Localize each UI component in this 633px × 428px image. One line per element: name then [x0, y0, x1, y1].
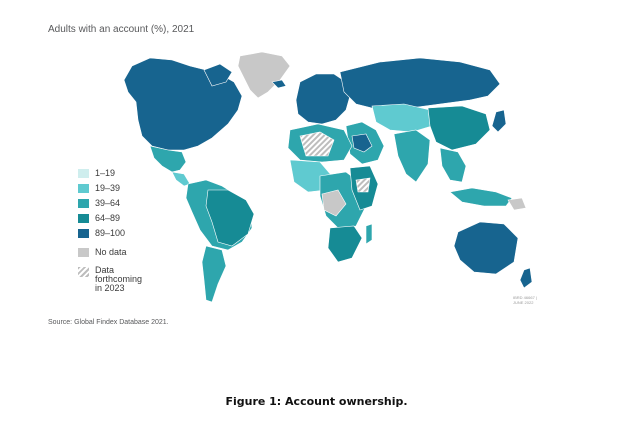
legend-swatch — [78, 267, 89, 277]
arabian-region — [351, 133, 373, 153]
source-note: Source: Global Findex Database 2021. — [48, 319, 169, 326]
legend: 1–19 19–39 39–64 64–89 89–100 No data Data for… — [78, 168, 155, 293]
map-title: Adults with an account (%), 2021 — [48, 24, 195, 35]
canada-detail-region — [203, 63, 233, 87]
russia-region — [339, 57, 501, 111]
figure-caption: Figure 1: Account ownership. — [225, 395, 408, 408]
south-asia-region — [393, 129, 431, 183]
madagascar-region — [365, 223, 373, 245]
east-asia-region — [427, 105, 491, 151]
legend-label: 19–39 — [95, 183, 121, 193]
legend-swatch — [78, 169, 89, 178]
legend-label: 89–100 — [95, 228, 126, 238]
legend-label: No data — [95, 247, 127, 257]
mexico-region — [149, 145, 187, 173]
central-africa-nodata-region — [321, 189, 347, 217]
png-region — [507, 197, 527, 211]
legend-label: Data forthcoming in 2023 — [95, 265, 143, 293]
legend-item: 64–89 — [78, 213, 155, 226]
legend-label: 39–64 — [95, 198, 121, 208]
southern-africa-region — [327, 225, 363, 263]
map-credit: IBRD 46667 | JUNE 2022 — [513, 295, 537, 305]
legend-swatch — [78, 248, 89, 257]
legend-label: 1–19 — [95, 168, 116, 178]
legend-item: 39–64 — [78, 198, 155, 211]
southeast-asia-region — [439, 147, 467, 183]
legend-swatch — [78, 229, 89, 238]
greenland-region — [237, 51, 291, 99]
legend-item: 1–19 — [78, 168, 155, 181]
central-asia-region — [371, 103, 433, 133]
japan-region — [491, 109, 507, 133]
legend-swatch — [78, 184, 89, 193]
indonesia-region — [449, 187, 513, 207]
central-america-region — [171, 171, 191, 187]
north-africa-hatched-region — [299, 131, 335, 157]
iceland-region — [271, 79, 287, 89]
south-america-south-region — [201, 245, 227, 303]
brazil-region — [205, 189, 255, 247]
horn-hatched-region — [355, 177, 371, 193]
legend-label: 64–89 — [95, 213, 121, 223]
legend-item: 89–100 — [78, 228, 155, 241]
australia-region — [453, 221, 519, 275]
legend-item: 19–39 — [78, 183, 155, 196]
legend-swatch — [78, 199, 89, 208]
legend-swatch — [78, 214, 89, 223]
legend-item: No data — [78, 247, 155, 260]
legend-item: Data forthcoming in 2023 — [78, 266, 155, 293]
new-zealand-region — [519, 267, 533, 289]
europe-region — [295, 73, 351, 125]
